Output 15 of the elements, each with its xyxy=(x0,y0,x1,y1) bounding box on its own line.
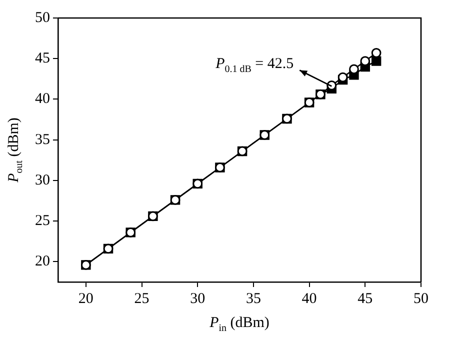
y-tick-label: 35 xyxy=(35,132,50,148)
x-tick-label: 40 xyxy=(302,290,317,307)
y-tick-label: 40 xyxy=(35,91,50,108)
x-tick-label: 25 xyxy=(134,290,150,307)
x-tick-label: 35 xyxy=(246,290,261,307)
y-tick-label: 45 xyxy=(35,50,50,67)
y-tick-label: 30 xyxy=(35,172,50,188)
x-tick-label: 30 xyxy=(190,290,206,307)
x-tick-label: 45 xyxy=(358,290,373,307)
y-tick-label: 50 xyxy=(35,10,50,26)
x-tick-label: 20 xyxy=(78,290,94,307)
y-axis-title: Pout (dBm) xyxy=(6,118,25,184)
y-tick-label: 25 xyxy=(35,213,50,230)
x-tick-label: 50 xyxy=(414,290,428,307)
y-tick-label: 20 xyxy=(35,254,50,270)
